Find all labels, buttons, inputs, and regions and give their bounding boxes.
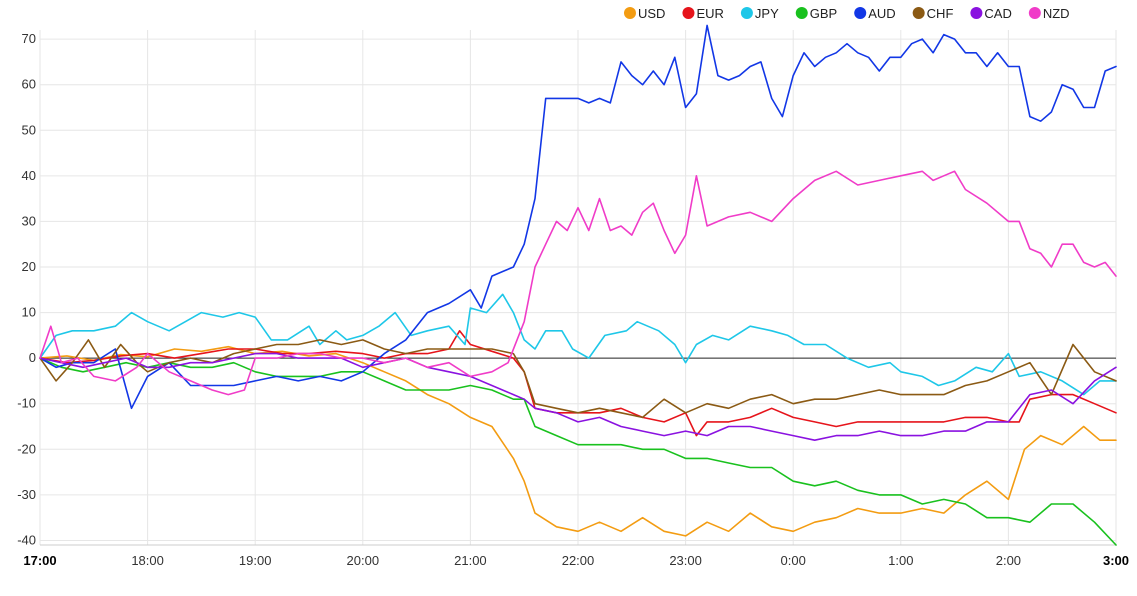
legend-label: USD [638, 6, 665, 21]
x-tick-label: 3:00 [1103, 553, 1129, 568]
legend-item-cad[interactable]: CAD [970, 6, 1012, 21]
legend-item-gbp[interactable]: GBP [795, 6, 837, 21]
legend-item-nzd[interactable]: NZD [1028, 6, 1070, 21]
y-tick-label: 50 [22, 122, 36, 137]
x-tick-label: 2:00 [996, 553, 1021, 568]
legend-marker [740, 7, 753, 19]
series-line-jpy [39, 293, 1117, 396]
legend-item-eur[interactable]: EUR [682, 6, 724, 21]
legend-label: EUR [696, 6, 723, 21]
x-tick-label: 0:00 [781, 553, 806, 568]
y-tick-label: 0 [29, 350, 36, 365]
legend-label: AUD [868, 6, 895, 21]
legend-label: CHF [927, 6, 954, 21]
series-line-chf [39, 339, 1117, 419]
legend-marker [795, 7, 808, 19]
legend-label: NZD [1043, 6, 1070, 21]
legend-label: CAD [984, 6, 1011, 21]
legend-marker [970, 7, 983, 19]
x-tick-label: 1:00 [888, 553, 913, 568]
grid [39, 30, 1117, 546]
legend-label: JPY [755, 6, 779, 21]
x-axis: 17:00 18:00 19:00 20:00 21:00 22:00 23:00 0:00 1… [23, 553, 1129, 568]
x-tick-label: 17:00 [23, 553, 56, 568]
legend-marker [1028, 7, 1041, 19]
legend-marker [854, 7, 867, 19]
series-line-cad [39, 352, 1117, 441]
y-tick-label: 10 [22, 305, 36, 320]
series-line-gbp [39, 357, 1117, 546]
y-tick-label: -10 [17, 396, 36, 411]
x-tick-label: 19:00 [239, 553, 272, 568]
y-tick-label: 30 [22, 213, 36, 228]
series-lines [39, 24, 1117, 546]
y-tick-label: 60 [22, 77, 36, 92]
x-tick-label: 21:00 [454, 553, 487, 568]
y-tick-label: 70 [22, 31, 36, 46]
legend-marker [682, 7, 695, 19]
y-tick-label: 20 [22, 259, 36, 274]
y-tick-label: -40 [17, 532, 36, 547]
x-tick-label: 18:00 [131, 553, 164, 568]
series-line-nzd [39, 170, 1117, 396]
y-tick-label: -30 [17, 487, 36, 502]
legend-item-jpy[interactable]: JPY [740, 6, 779, 21]
legend-item-chf[interactable]: CHF [912, 6, 954, 21]
legend-item-usd[interactable]: USD [624, 6, 665, 21]
legend-item-aud[interactable]: AUD [854, 6, 896, 21]
x-tick-label: 23:00 [669, 553, 702, 568]
y-axis: 70 60 50 40 30 20 10 0 -10 -20 -30 -40 [17, 31, 36, 547]
legend-label: GBP [810, 6, 837, 21]
y-tick-label: 40 [22, 168, 36, 183]
legend-marker [624, 7, 636, 19]
legend[interactable]: USD EUR JPY GBP AUD CHF CAD NZD [624, 6, 1070, 21]
y-tick-label: -20 [17, 441, 36, 456]
x-tick-label: 20:00 [347, 553, 380, 568]
x-tick-label: 22:00 [562, 553, 595, 568]
series-line-aud [39, 24, 1117, 410]
legend-marker [912, 7, 925, 19]
